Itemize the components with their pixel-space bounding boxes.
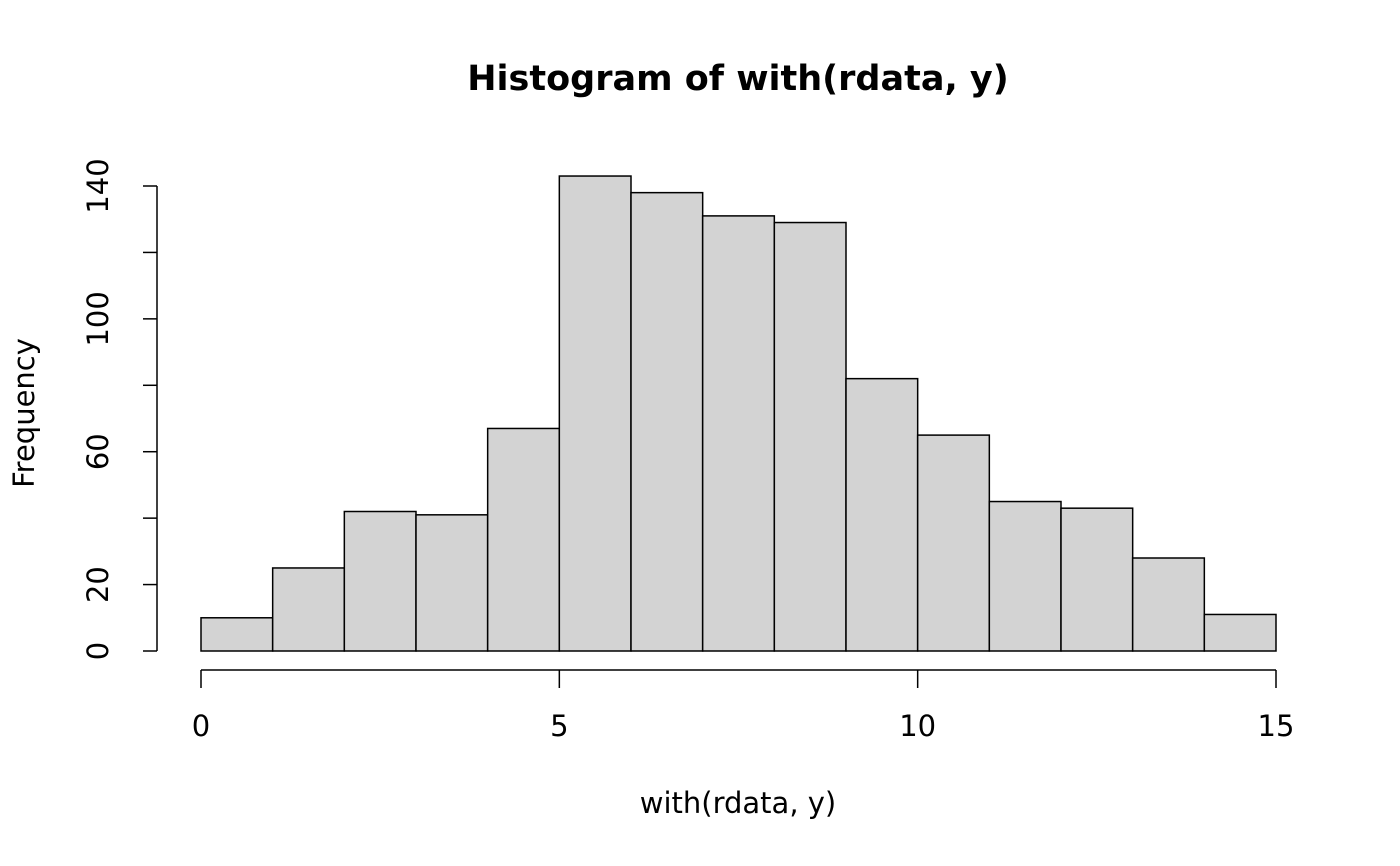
bar bbox=[558, 175, 632, 652]
y-tick-label: 140 bbox=[81, 158, 115, 213]
bar bbox=[415, 514, 489, 652]
x-tick-label: 10 bbox=[899, 709, 936, 743]
x-tick-label: 5 bbox=[550, 709, 568, 743]
x-tick-label: 0 bbox=[192, 709, 210, 743]
x-axis-label: with(rdata, y) bbox=[640, 786, 837, 820]
chart-title: Histogram of with(rdata, y) bbox=[467, 59, 1009, 99]
bar bbox=[200, 617, 274, 652]
bar bbox=[916, 434, 991, 652]
bar bbox=[845, 377, 919, 652]
x-tick-label: 15 bbox=[1258, 709, 1295, 743]
bar bbox=[988, 500, 1062, 652]
bar bbox=[486, 427, 561, 652]
bar bbox=[773, 221, 847, 652]
bar bbox=[271, 567, 346, 652]
y-tick-label: 100 bbox=[81, 291, 115, 346]
bar bbox=[1131, 557, 1206, 652]
bar bbox=[701, 215, 776, 652]
bar bbox=[1060, 507, 1134, 652]
bar bbox=[630, 191, 704, 652]
bar bbox=[343, 510, 417, 652]
y-tick-label: 0 bbox=[81, 642, 115, 660]
y-axis-label: Frequency bbox=[7, 338, 41, 488]
y-tick-label: 60 bbox=[81, 433, 115, 470]
bar bbox=[1203, 613, 1277, 652]
y-tick-label: 20 bbox=[81, 566, 115, 603]
